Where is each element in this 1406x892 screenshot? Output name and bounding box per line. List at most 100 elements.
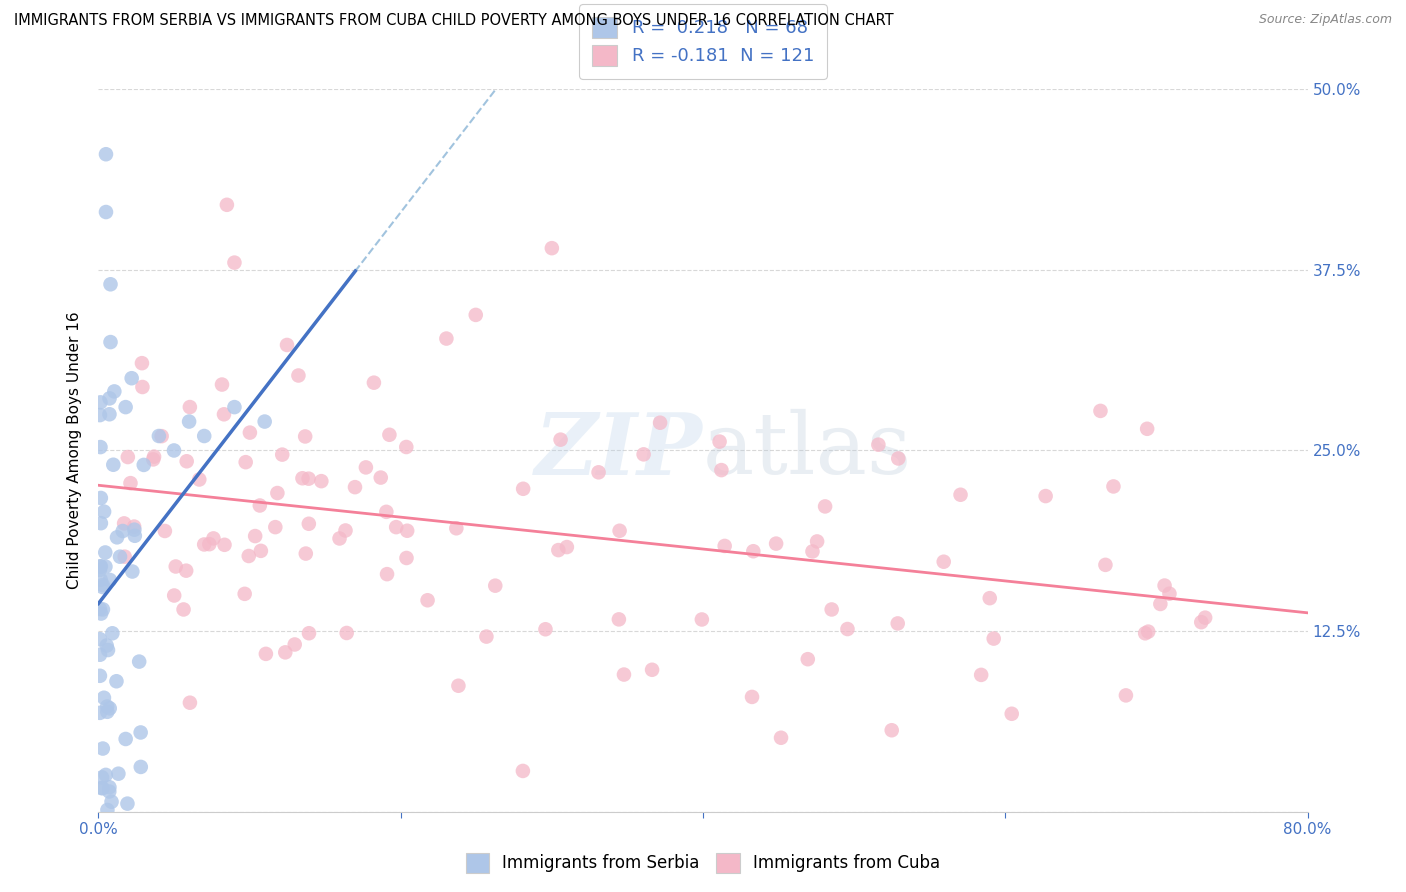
- Point: [90, 780, 112, 795]
- Point: [114, 731, 136, 746]
- Point: [163, 443, 186, 458]
- Point: [1189, 615, 1212, 630]
- Point: [887, 451, 910, 466]
- Point: [128, 655, 150, 669]
- Point: [111, 524, 134, 538]
- Point: [633, 447, 655, 461]
- Text: ZIP: ZIP: [536, 409, 703, 492]
- Point: [335, 524, 357, 538]
- Point: [101, 626, 124, 640]
- Point: [163, 589, 186, 603]
- Point: [124, 523, 146, 537]
- Point: [1035, 489, 1057, 503]
- Point: [120, 476, 142, 491]
- Point: [179, 696, 201, 710]
- Point: [94, 559, 117, 574]
- Point: [434, 332, 457, 346]
- Point: [713, 539, 735, 553]
- Point: [93, 505, 115, 519]
- Point: [121, 371, 143, 385]
- Point: [97, 643, 120, 657]
- Point: [124, 529, 146, 543]
- Point: [607, 612, 630, 626]
- Point: [89, 706, 111, 720]
- Point: [447, 679, 470, 693]
- Point: [91, 781, 114, 796]
- Point: [979, 591, 1001, 606]
- Point: [100, 795, 122, 809]
- Point: [90, 573, 112, 587]
- Point: [224, 400, 246, 414]
- Point: [328, 532, 350, 546]
- Point: [375, 567, 398, 582]
- Point: [540, 241, 562, 255]
- Point: [98, 780, 121, 795]
- Point: [769, 731, 792, 745]
- Point: [103, 458, 125, 472]
- Point: [765, 536, 787, 550]
- Point: [287, 368, 309, 383]
- Point: [112, 516, 135, 531]
- Point: [193, 537, 215, 551]
- Point: [512, 764, 534, 778]
- Point: [821, 602, 844, 616]
- Point: [363, 376, 385, 390]
- Point: [143, 450, 166, 464]
- Point: [129, 760, 152, 774]
- Point: [238, 549, 260, 563]
- Point: [91, 771, 114, 785]
- Point: [173, 602, 195, 616]
- Point: [89, 602, 111, 616]
- Point: [641, 663, 664, 677]
- Point: [837, 622, 859, 636]
- Point: [117, 450, 139, 464]
- Point: [395, 440, 418, 454]
- Point: [108, 549, 131, 564]
- Point: [370, 470, 392, 484]
- Point: [96, 705, 118, 719]
- Point: [354, 460, 377, 475]
- Point: [1149, 597, 1171, 611]
- Point: [89, 648, 111, 662]
- Point: [121, 565, 143, 579]
- Point: [193, 429, 215, 443]
- Point: [416, 593, 439, 607]
- Point: [98, 784, 121, 798]
- Point: [211, 377, 233, 392]
- Point: [1001, 706, 1024, 721]
- Point: [114, 400, 136, 414]
- Text: Source: ZipAtlas.com: Source: ZipAtlas.com: [1258, 13, 1392, 27]
- Point: [298, 516, 321, 531]
- Point: [1115, 689, 1137, 703]
- Point: [91, 602, 114, 616]
- Point: [336, 626, 359, 640]
- Point: [94, 205, 117, 219]
- Point: [484, 579, 506, 593]
- Point: [801, 544, 824, 558]
- Point: [266, 486, 288, 500]
- Point: [107, 766, 129, 780]
- Y-axis label: Child Poverty Among Boys Under 16: Child Poverty Among Boys Under 16: [67, 311, 83, 590]
- Point: [555, 540, 578, 554]
- Point: [949, 488, 972, 502]
- Point: [142, 452, 165, 467]
- Point: [446, 521, 468, 535]
- Point: [89, 408, 111, 422]
- Point: [710, 463, 733, 477]
- Point: [297, 472, 319, 486]
- Point: [114, 549, 136, 564]
- Point: [89, 559, 111, 574]
- Point: [212, 407, 235, 421]
- Point: [91, 580, 114, 594]
- Point: [150, 429, 173, 443]
- Point: [198, 537, 221, 551]
- Point: [105, 530, 128, 544]
- Point: [1159, 587, 1181, 601]
- Point: [90, 491, 112, 505]
- Point: [89, 632, 111, 647]
- Point: [588, 465, 610, 479]
- Point: [609, 524, 631, 538]
- Point: [93, 690, 115, 705]
- Point: [233, 587, 256, 601]
- Point: [970, 668, 993, 682]
